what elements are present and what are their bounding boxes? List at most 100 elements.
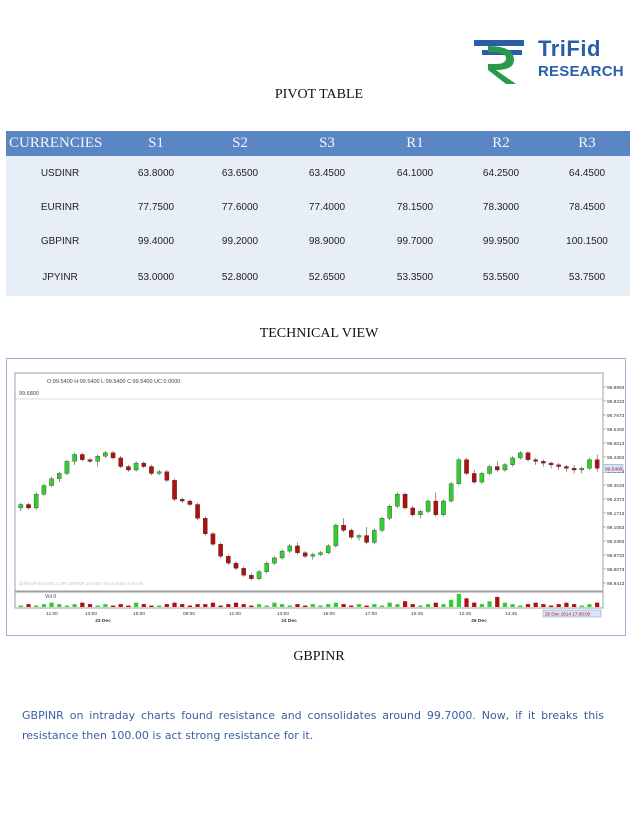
volume-bar xyxy=(164,604,169,607)
candle-body xyxy=(202,518,208,534)
cell: 99.2000 xyxy=(198,224,282,258)
cell: 53.5500 xyxy=(458,258,544,296)
candle-body xyxy=(372,530,377,543)
y-tick-label: 99.4353 xyxy=(607,455,625,461)
volume-bar xyxy=(34,605,39,607)
candle-body xyxy=(272,557,277,564)
volume-bar xyxy=(279,604,285,607)
volume-bar xyxy=(487,601,492,607)
cell: 100.1500 xyxy=(544,224,630,258)
volume-bar xyxy=(510,604,515,607)
candle-body xyxy=(325,545,331,553)
candle-body xyxy=(133,462,139,471)
candle-body xyxy=(287,545,293,552)
gbpinr-chart: O:99.5400 H:99.5400 L:99.5400 C:99.5400 … xyxy=(6,358,626,636)
cell: 53.3500 xyxy=(372,258,458,296)
candle-body xyxy=(310,554,316,557)
candle-body xyxy=(218,544,223,557)
x-tick-label: 13:00 xyxy=(277,611,289,617)
candle-body xyxy=(348,530,354,538)
candle-body xyxy=(41,485,47,495)
candle-body xyxy=(410,507,416,515)
chart-watermark: @forexPulse,SEE,CUR,GBPINR,26-DEC-2014,V… xyxy=(19,581,144,586)
volume-bar xyxy=(49,602,54,607)
volume-bar xyxy=(556,604,561,607)
candle-body xyxy=(87,459,93,462)
table-row: JPYINR 53.0000 52.8000 52.6500 53.3500 5… xyxy=(6,258,630,296)
gbpinr-description: GBPINR on intraday charts found resistan… xyxy=(22,709,604,742)
candle-body xyxy=(387,506,392,519)
volume-bar xyxy=(518,605,523,607)
volume-bar xyxy=(318,605,323,607)
candle-body xyxy=(249,575,254,579)
y-tick-label: 99.8993 xyxy=(607,385,625,391)
volume-bar xyxy=(449,599,454,607)
table-row: GBPINR 99.4000 99.2000 98.9000 99.7000 9… xyxy=(6,224,630,258)
volume-bar xyxy=(395,604,400,607)
cell: GBPINR xyxy=(6,224,114,258)
volume-bar xyxy=(80,602,85,607)
y-tick-label: 99.3033 xyxy=(607,483,625,489)
technical-view-title: TECHNICAL VIEW xyxy=(259,326,379,341)
top-left-value: 99.6800 xyxy=(19,391,39,397)
header-currencies: CURRENCIES xyxy=(6,131,114,156)
volume-label: Vol 0 xyxy=(45,594,56,600)
x-tick-label: 14:45 xyxy=(505,611,517,617)
logo-line1: TriFid xyxy=(538,36,601,61)
volume-bar xyxy=(41,604,47,607)
volume-bar xyxy=(226,604,231,607)
candle-body xyxy=(395,493,400,507)
y-tick-label: 99.0393 xyxy=(607,539,625,545)
candle-body xyxy=(241,568,246,576)
volume-bar xyxy=(372,604,377,607)
cell: 99.4000 xyxy=(114,224,198,258)
table-row: EURINR 77.7500 77.6000 77.4000 78.1500 7… xyxy=(6,190,630,224)
candle-body xyxy=(571,468,577,471)
volume-bar xyxy=(502,602,508,607)
candle-body xyxy=(26,504,31,509)
cell: USDINR xyxy=(6,156,114,190)
header-r2: R2 xyxy=(458,131,544,156)
candle-body xyxy=(594,459,600,469)
cell: 52.8000 xyxy=(198,258,282,296)
candle-body xyxy=(541,461,546,464)
y-tick-label: 98.8413 xyxy=(607,581,625,587)
candle-body xyxy=(318,552,323,555)
volume-bar xyxy=(595,602,600,607)
volume-bar xyxy=(364,605,369,607)
volume-bar xyxy=(548,605,554,607)
volume-bar xyxy=(287,605,292,607)
last-price-box xyxy=(602,464,624,473)
volume-bar xyxy=(333,602,339,607)
volume-bar xyxy=(241,604,246,607)
volume-bar xyxy=(387,602,392,607)
volume-bar xyxy=(180,604,185,607)
candle-body xyxy=(341,525,346,531)
candle-body xyxy=(379,518,385,531)
volume-bar xyxy=(579,605,584,607)
volume-bar xyxy=(418,605,423,607)
volume-bar xyxy=(441,604,446,607)
candle-body xyxy=(464,459,469,474)
volume-bar xyxy=(95,605,100,607)
candle-body xyxy=(195,504,200,519)
y-axis: 99.8993 99.8333 99.7673 99.5400 99.5013 99.43… xyxy=(602,385,625,587)
volume-bar xyxy=(87,604,93,607)
volume-bar xyxy=(172,602,177,607)
candle-body xyxy=(187,500,193,505)
volume-bar xyxy=(341,604,346,607)
candle-body xyxy=(295,545,300,553)
cell: 63.8000 xyxy=(114,156,198,190)
volume-bar xyxy=(157,605,162,607)
pivot-header-row: CURRENCIES S1 S2 S3 R1 R2 R3 xyxy=(6,131,630,156)
candle-body xyxy=(425,500,431,512)
header-s1: S1 xyxy=(114,131,198,156)
volume-bar xyxy=(410,604,415,607)
table-row: USDINR 63.8000 63.6500 63.4500 64.1000 6… xyxy=(6,156,630,190)
volume-bar xyxy=(64,605,70,607)
cell: 77.4000 xyxy=(282,190,372,224)
volume-bar xyxy=(256,604,262,607)
cell: 99.9500 xyxy=(458,224,544,258)
volume-bar xyxy=(272,602,277,607)
candles xyxy=(18,451,600,581)
